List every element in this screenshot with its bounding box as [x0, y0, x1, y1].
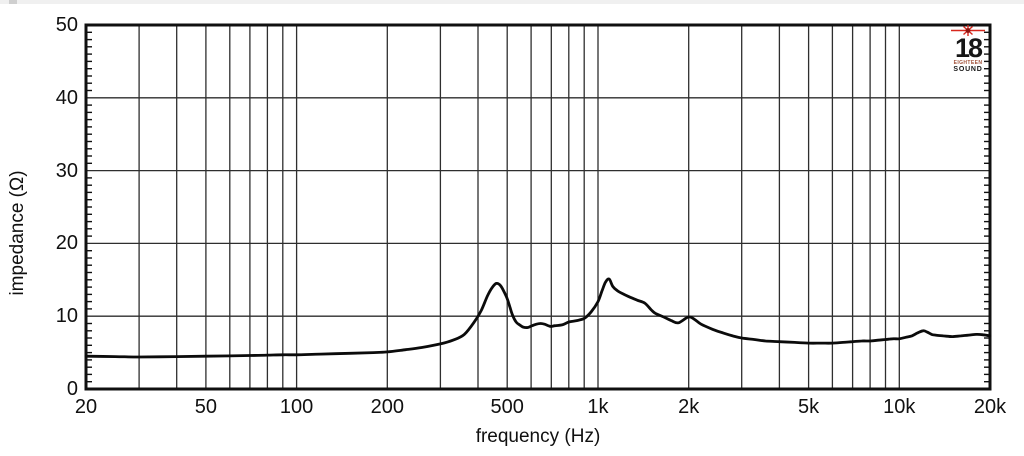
x-tick-label-2k: 2k	[678, 396, 700, 418]
x-tick-label-200: 200	[370, 396, 405, 418]
x-tick-label-100: 100	[279, 396, 314, 418]
window-edge-mark	[9, 0, 17, 4]
logo-number: 18	[954, 33, 983, 63]
logo-word-eighteen: EIGHTEEN	[953, 60, 983, 66]
y-tick-label-20: 20	[55, 232, 78, 255]
y-tick-label-40: 40	[55, 86, 78, 109]
x-tick-label-10k: 10k	[883, 396, 916, 418]
y-tick-label-30: 30	[55, 159, 78, 182]
x-tick-label-20k: 20k	[973, 396, 1007, 418]
y-axis-title: impedance (Ω)	[7, 170, 28, 296]
window-edge-strip	[0, 0, 1024, 4]
eighteen-sound-logo: 18 EIGHTEEN SOUND	[948, 24, 988, 73]
impedance-curve	[84, 277, 992, 359]
x-tick-label-20: 20	[74, 396, 98, 418]
y-tick-label-50: 50	[55, 14, 78, 36]
y-tick-label-0: 0	[66, 378, 78, 400]
y-tick-label-10: 10	[55, 305, 78, 328]
x-tick-label-5k: 5k	[798, 396, 820, 418]
starburst-icon	[948, 24, 988, 37]
logo-word-sound: SOUND	[953, 66, 983, 73]
x-axis-title: frequency (Hz)	[475, 426, 601, 447]
x-tick-label-50: 50	[194, 396, 218, 418]
x-tick-label-500: 500	[490, 396, 524, 418]
x-tick-label-1k: 1k	[587, 396, 609, 418]
